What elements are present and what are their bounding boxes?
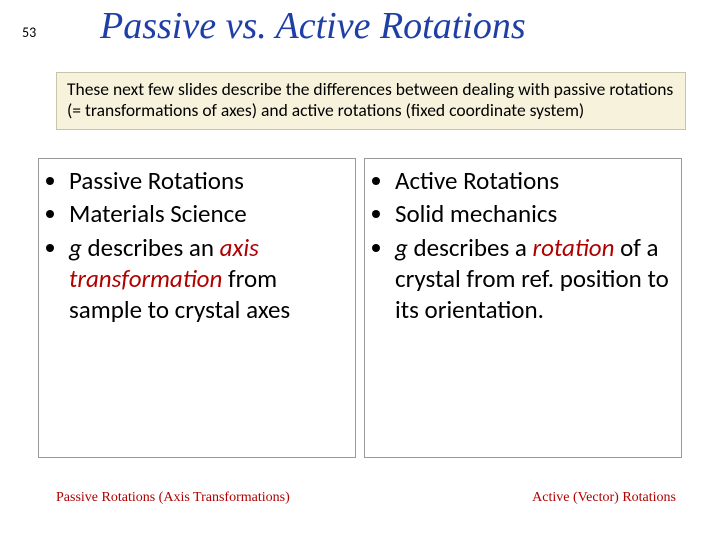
slide-title: Passive vs. Active Rotations bbox=[100, 4, 526, 48]
caption-right: Active (Vector) Rotations bbox=[532, 490, 676, 506]
intro-box: These next few slides describe the diffe… bbox=[56, 72, 686, 130]
caption-left: Passive Rotations (Axis Transformations) bbox=[56, 490, 290, 506]
captions-row: Passive Rotations (Axis Transformations)… bbox=[56, 490, 696, 506]
list-item: g describes a rotation of a crystal from… bbox=[395, 232, 675, 326]
text: describes an bbox=[82, 232, 220, 263]
left-list: Passive Rotations Materials Science g de… bbox=[45, 165, 349, 325]
right-list: Active Rotations Solid mechanics g descr… bbox=[371, 165, 675, 325]
list-item: Materials Science bbox=[69, 198, 349, 229]
list-item: Solid mechanics bbox=[395, 198, 675, 229]
page-number: 53 bbox=[22, 24, 36, 41]
list-item: g describes an axis transformation from … bbox=[69, 232, 349, 326]
list-item: Passive Rotations bbox=[69, 165, 349, 196]
text: describes a bbox=[408, 232, 533, 263]
right-column: Active Rotations Solid mechanics g descr… bbox=[364, 158, 682, 458]
list-item: Active Rotations bbox=[395, 165, 675, 196]
var-g: g bbox=[69, 232, 82, 263]
var-g: g bbox=[395, 232, 408, 263]
left-column: Passive Rotations Materials Science g de… bbox=[38, 158, 356, 458]
columns: Passive Rotations Materials Science g de… bbox=[38, 158, 688, 458]
emphasis: rotation bbox=[533, 232, 615, 263]
